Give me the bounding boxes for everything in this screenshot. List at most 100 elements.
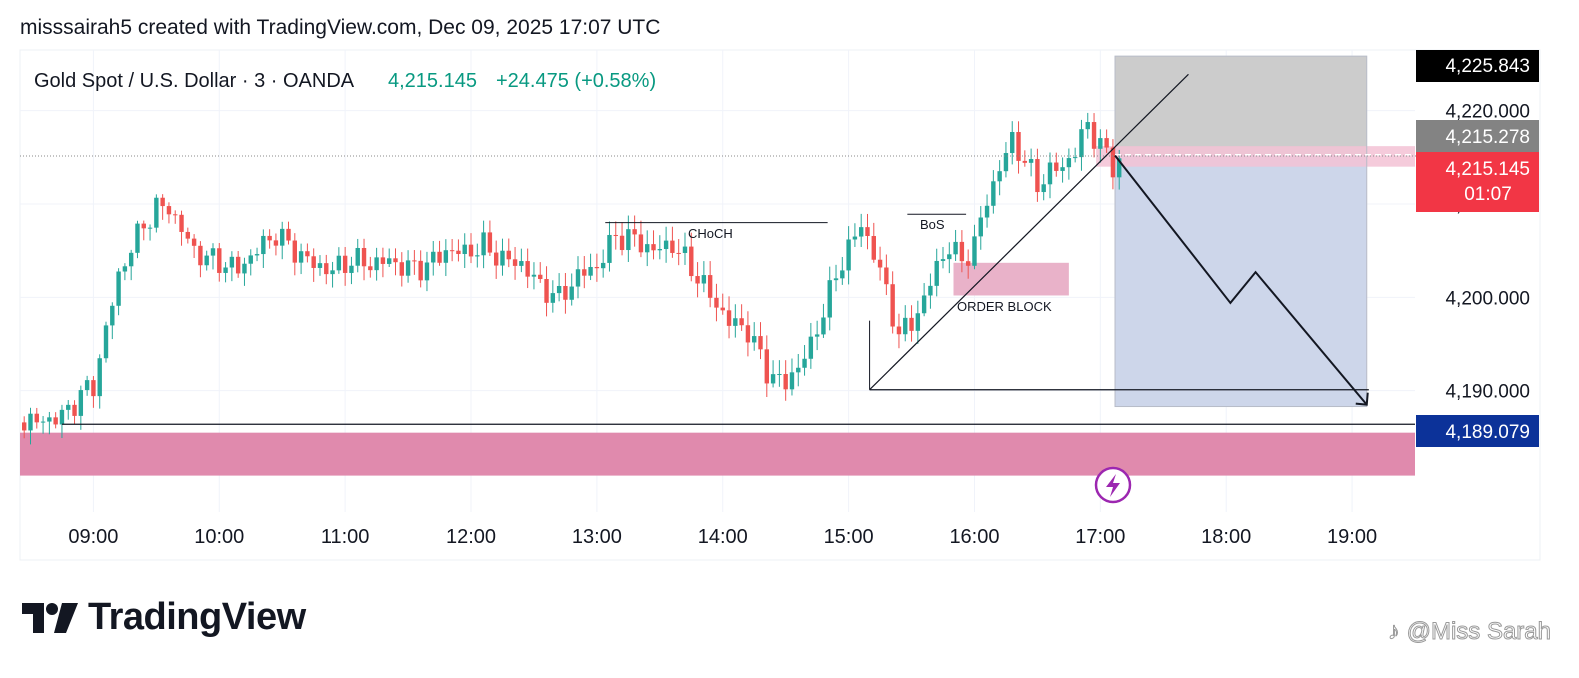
- candle-body: [840, 270, 845, 279]
- candle-body: [21, 422, 27, 431]
- order-block: [953, 262, 1069, 296]
- candle-body: [827, 280, 832, 318]
- candle-body: [173, 214, 178, 216]
- candle-body: [368, 266, 373, 271]
- demand-zone: [20, 432, 1415, 476]
- candle-body: [833, 278, 839, 281]
- candle-body: [412, 260, 417, 262]
- candle-body: [814, 334, 820, 337]
- candle-body: [569, 286, 574, 300]
- candle-body: [305, 251, 310, 257]
- candle-body: [531, 274, 537, 277]
- candle-body: [1098, 138, 1103, 149]
- chart-caption: misssairah5 created with TradingView.com…: [20, 16, 661, 39]
- candle-body: [179, 214, 184, 232]
- candle-body: [896, 326, 902, 335]
- candle-body: [387, 258, 392, 264]
- candle-body: [978, 217, 983, 237]
- candle-body: [846, 239, 851, 271]
- candle-body: [632, 229, 637, 235]
- candle-body: [525, 261, 530, 277]
- candle-body: [796, 367, 801, 373]
- price-tick-label: 4,190.000: [1445, 382, 1530, 403]
- lightning-icon[interactable]: [1094, 466, 1132, 504]
- candle-body: [1047, 162, 1053, 185]
- candle-body: [110, 305, 115, 326]
- candle-body: [594, 266, 600, 269]
- candle-body: [254, 254, 260, 256]
- time-tick-label: 18:00: [1201, 526, 1251, 548]
- candle-body: [223, 267, 228, 273]
- stop-zone: [1115, 56, 1367, 155]
- candle-body: [808, 336, 814, 359]
- projection-path: [1114, 154, 1368, 406]
- candle-body: [909, 317, 914, 331]
- projection-arrowhead: [1355, 392, 1369, 406]
- candle-body: [764, 349, 769, 384]
- candle-body: [311, 256, 316, 268]
- candle-body: [349, 265, 354, 273]
- candle-body: [600, 262, 606, 269]
- candle-body: [160, 197, 165, 207]
- candle-body: [280, 228, 285, 246]
- candle-body: [135, 223, 140, 253]
- candle-body: [456, 250, 461, 255]
- candle-body: [198, 245, 203, 266]
- candle-body: [103, 325, 109, 359]
- candle-body: [783, 374, 788, 390]
- candle-body: [78, 390, 84, 416]
- candle-body: [626, 229, 631, 251]
- order-block-label: ORDER BLOCK: [957, 299, 1052, 314]
- time-tick-label: 13:00: [572, 526, 622, 548]
- chart-frame: [19, 49, 1541, 561]
- candle-body: [550, 293, 556, 303]
- candle-body: [556, 286, 562, 294]
- candle-body: [947, 254, 952, 260]
- candle-body: [1003, 153, 1009, 172]
- candle-body: [877, 259, 883, 268]
- legend-symbol: Gold Spot / U.S. Dollar · 3 · OANDA: [34, 70, 355, 92]
- brand[interactable]: TradingView: [22, 596, 306, 639]
- bos-label: BoS: [920, 217, 945, 232]
- candle-body: [1079, 129, 1084, 158]
- tiktok-icon: ♪: [1387, 618, 1400, 646]
- candle-body: [154, 197, 159, 228]
- candle-body: [1060, 167, 1065, 171]
- candle-body: [682, 246, 688, 253]
- chart-zones: [20, 55, 1415, 476]
- candle-body: [519, 261, 524, 266]
- legend-price: 4,215.145: [388, 70, 477, 92]
- brand-name: TradingView: [88, 596, 306, 638]
- candle-body: [739, 318, 744, 326]
- candle-body: [141, 223, 146, 229]
- candle-body: [267, 235, 272, 241]
- candle-body: [858, 227, 864, 237]
- candle-body: [733, 318, 738, 326]
- candle-body: [802, 358, 807, 368]
- candle-body: [884, 267, 889, 285]
- candle-body: [940, 259, 946, 261]
- candle-body: [336, 255, 342, 271]
- candle-body: [777, 374, 782, 376]
- entry-price-label: 4,215.278: [1445, 127, 1530, 148]
- candle-body: [651, 244, 656, 251]
- candle-body: [657, 249, 663, 251]
- candle-body: [959, 241, 965, 262]
- candle-body: [147, 227, 153, 229]
- tradingview-logo: [22, 602, 78, 633]
- candle-body: [292, 240, 298, 263]
- candle-body: [47, 417, 52, 422]
- candle-body: [582, 269, 587, 276]
- legend-change: +24.475 (+0.58%): [496, 70, 656, 92]
- candle-body: [965, 261, 971, 266]
- candle-body: [1022, 160, 1028, 163]
- target-price-badge: [1416, 415, 1539, 447]
- candle-body: [720, 307, 725, 311]
- time-tick-label: 16:00: [949, 526, 999, 548]
- candle-body: [298, 251, 304, 263]
- countdown-label: 01:07: [1464, 184, 1512, 205]
- chart-axes: 09:00 10:00 11:00 12:00 13:00 14:00 15:00 16:00…: [68, 102, 1530, 548]
- candle-body: [1035, 159, 1040, 193]
- time-tick-label: 11:00: [321, 526, 370, 548]
